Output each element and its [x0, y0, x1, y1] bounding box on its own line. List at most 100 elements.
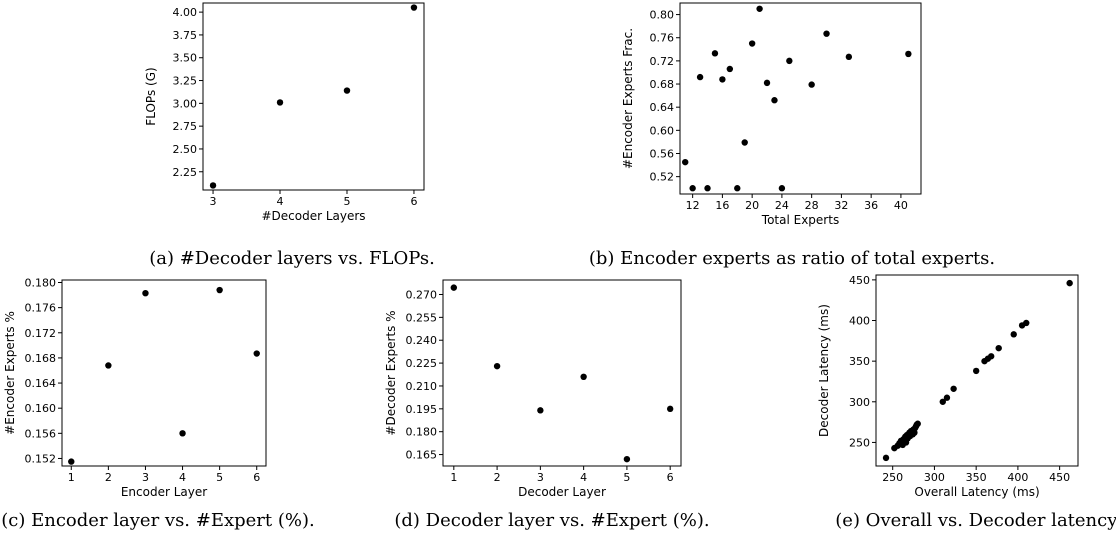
chart-caption: (d) Decoder layer vs. #Expert (%).	[394, 510, 709, 531]
x-axis-title: Overall Latency (ms)	[914, 485, 1039, 499]
data-point	[537, 407, 544, 414]
chart-e: 250 300 350 400 450 250 300 350 400 450 Overall La…	[817, 274, 1116, 531]
chart-caption: (c) Encoder layer vs. #Expert (%).	[1, 510, 314, 531]
data-point	[1023, 319, 1030, 327]
x-tick-label: 3	[142, 471, 149, 484]
y-tick-label: 250	[849, 436, 870, 449]
x-tick-label: 1	[450, 471, 457, 484]
y-tick-label: 2.50	[173, 143, 198, 156]
chart-b: 12 16 20 24 28 32 36 40 0.52 0.56 0.60 0.64 0.68 0.72…	[589, 2, 995, 269]
data-point	[689, 185, 696, 192]
y-tick-label: 0.52	[650, 171, 675, 184]
data-point	[748, 40, 756, 47]
data-point	[276, 99, 284, 106]
x-tick-label: 28	[805, 199, 819, 212]
x-tick-label: 32	[834, 199, 848, 212]
x-tick-label: 4	[277, 195, 284, 208]
y-axis-title: #Decoder Experts %	[384, 310, 398, 435]
y-tick-label: 0.225	[406, 357, 438, 370]
data-point	[914, 420, 921, 427]
x-tick-label: 6	[667, 471, 674, 484]
data-point	[216, 286, 223, 294]
y-tick-label: 0.180	[25, 277, 57, 290]
y-tick-label: 0.210	[406, 380, 438, 393]
data-point	[763, 79, 771, 87]
data-point	[682, 158, 689, 166]
x-tick-label: 2	[494, 471, 501, 484]
data-point	[734, 185, 741, 192]
x-axis-title: Encoder Layer	[121, 485, 207, 499]
data-point	[778, 185, 786, 192]
y-axis-title: Decoder Latency (ms)	[817, 304, 831, 437]
x-tick-label: 12	[686, 199, 700, 212]
y-tick-label: 0.164	[25, 377, 57, 390]
x-tick-label: 5	[623, 471, 630, 484]
y-tick-label: 2.25	[173, 166, 198, 179]
data-point	[786, 57, 793, 65]
chart-caption: (b) Encoder experts as ratio of total ex…	[589, 248, 995, 269]
plot-frame	[61, 279, 267, 467]
data-point	[696, 73, 704, 81]
x-tick-label: 20	[745, 199, 759, 212]
data-point	[726, 65, 734, 73]
y-tick-label: 2.75	[173, 120, 198, 133]
x-tick-label: 250	[882, 471, 903, 484]
data-point	[450, 284, 458, 291]
data-point	[987, 353, 995, 360]
y-tick-label: 0.56	[650, 147, 675, 160]
x-tick-label: 40	[894, 199, 908, 212]
x-tick-label: 2	[105, 471, 112, 484]
x-tick-label: 350	[966, 471, 987, 484]
x-tick-label: 24	[775, 199, 789, 212]
y-tick-label: 0.76	[650, 32, 675, 45]
x-tick-label: 300	[924, 471, 945, 484]
data-point	[623, 455, 631, 463]
x-tick-label: 5	[216, 471, 223, 484]
data-point	[972, 367, 980, 375]
plot-frame	[875, 274, 1079, 467]
data-point	[1066, 279, 1073, 287]
plot-frame	[202, 2, 425, 191]
x-tick-label: 36	[864, 199, 878, 212]
y-tick-label: 0.68	[650, 78, 675, 91]
x-axis-title: Decoder Layer	[518, 485, 606, 499]
data-point	[845, 53, 853, 61]
chart-caption: (e) Overall vs. Decoder latency.	[835, 510, 1116, 531]
data-point	[68, 458, 75, 465]
data-point	[142, 289, 149, 297]
data-point	[995, 344, 1002, 352]
data-point	[253, 350, 260, 357]
y-tick-label: 0.255	[406, 311, 438, 324]
data-point	[410, 4, 418, 11]
y-axis-title: #Encoder Experts %	[3, 311, 17, 435]
data-point	[905, 50, 912, 58]
x-tick-label: 6	[253, 471, 260, 484]
x-tick-label: 1	[68, 471, 75, 484]
x-tick-label: 3	[210, 195, 217, 208]
data-point	[943, 394, 951, 401]
data-point	[704, 185, 711, 192]
data-point	[823, 30, 830, 37]
data-point	[343, 87, 351, 94]
y-tick-label: 0.160	[25, 402, 57, 415]
data-point	[756, 5, 763, 12]
data-point	[741, 139, 748, 146]
x-tick-label: 4	[179, 471, 186, 484]
y-tick-label: 0.168	[25, 352, 57, 365]
y-tick-label: 3.25	[173, 75, 198, 88]
data-point	[105, 362, 112, 369]
x-tick-label: 5	[343, 195, 350, 208]
x-tick-label: 450	[1049, 471, 1070, 484]
data-point	[209, 182, 217, 189]
y-tick-label: 0.195	[406, 403, 438, 416]
x-tick-label: 3	[537, 471, 544, 484]
y-tick-label: 3.75	[173, 29, 198, 42]
y-tick-label: 0.180	[406, 426, 438, 439]
data-point	[911, 429, 918, 436]
y-tick-label: 0.176	[25, 302, 57, 315]
data-point	[771, 97, 778, 104]
data-point	[179, 430, 186, 437]
chart-d: 1 2 3 4 5 6 0.165 0.180 0.195 0.210 0.225 0.240 0.25…	[384, 279, 710, 531]
plot-frame	[442, 279, 682, 467]
